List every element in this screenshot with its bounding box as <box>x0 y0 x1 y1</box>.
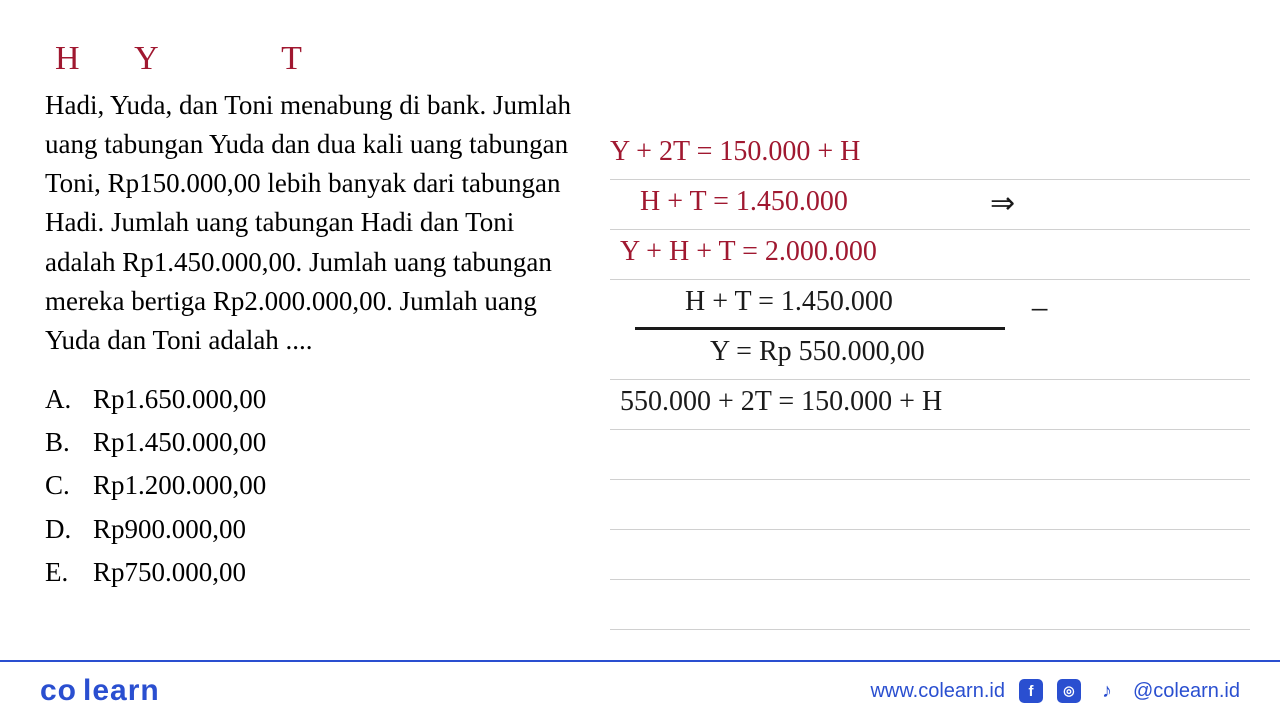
question-text: Hadi, Yuda, dan Toni menabung di bank. J… <box>45 86 585 360</box>
rule-line <box>610 530 1250 580</box>
logo-co: co <box>40 674 77 707</box>
option-d: D.Rp900.000,00 <box>45 508 585 551</box>
answer-options: A.Rp1.650.000,00 B.Rp1.450.000,00 C.Rp1.… <box>45 378 585 594</box>
rule-line: H + T = 1.450.000 ⇒ <box>610 180 1250 230</box>
option-e-value: Rp750.000,00 <box>93 557 246 587</box>
option-a-value: Rp1.650.000,00 <box>93 384 266 414</box>
instagram-icon: ◎ <box>1057 679 1081 703</box>
option-e: E.Rp750.000,00 <box>45 551 585 594</box>
equation-5: Y = Rp 550.000,00 <box>710 336 925 368</box>
rule-line: Y + 2T = 150.000 + H <box>610 130 1250 180</box>
equation-2: H + T = 1.450.000 <box>640 186 848 218</box>
label-t: T <box>281 40 304 78</box>
equation-6: 550.000 + 2T = 150.000 + H <box>620 386 942 418</box>
tiktok-icon: ♪ <box>1095 679 1119 703</box>
arrow-symbol: ⇒ <box>990 186 1015 221</box>
footer-bar: co learn www.colearn.id f ◎ ♪ @colearn.i… <box>0 660 1280 720</box>
logo-learn: learn <box>83 674 160 707</box>
facebook-icon: f <box>1019 679 1043 703</box>
equation-3: Y + H + T = 2.000.000 <box>620 236 877 268</box>
option-d-value: Rp900.000,00 <box>93 514 246 544</box>
rule-line: 550.000 + 2T = 150.000 + H <box>610 380 1250 430</box>
rule-line: H + T = 1.450.000 − <box>610 280 1250 330</box>
equation-1: Y + 2T = 150.000 + H <box>610 136 860 168</box>
rule-line <box>610 580 1250 630</box>
option-a: A.Rp1.650.000,00 <box>45 378 585 421</box>
rule-line: Y = Rp 550.000,00 <box>610 330 1250 380</box>
brand-logo: co learn <box>40 674 160 708</box>
footer-right: www.colearn.id f ◎ ♪ @colearn.id <box>870 679 1240 703</box>
equation-4: H + T = 1.450.000 <box>685 286 893 318</box>
minus-symbol: − <box>1030 292 1049 330</box>
whiteboard-container: H Y T Hadi, Yuda, dan Toni menabung di b… <box>0 0 1280 720</box>
option-b: B.Rp1.450.000,00 <box>45 421 585 464</box>
question-panel: H Y T Hadi, Yuda, dan Toni menabung di b… <box>45 40 585 594</box>
footer-handle: @colearn.id <box>1133 680 1240 703</box>
rule-line <box>610 480 1250 530</box>
rule-line <box>610 430 1250 480</box>
footer-url: www.colearn.id <box>870 680 1005 703</box>
variable-labels: H Y T <box>45 40 585 78</box>
working-panel: Y + 2T = 150.000 + H H + T = 1.450.000 ⇒… <box>610 130 1250 630</box>
label-h: H <box>55 40 82 78</box>
option-c-value: Rp1.200.000,00 <box>93 470 266 500</box>
option-b-value: Rp1.450.000,00 <box>93 427 266 457</box>
option-c: C.Rp1.200.000,00 <box>45 464 585 507</box>
label-y: Y <box>134 40 161 78</box>
rule-line: Y + H + T = 2.000.000 <box>610 230 1250 280</box>
